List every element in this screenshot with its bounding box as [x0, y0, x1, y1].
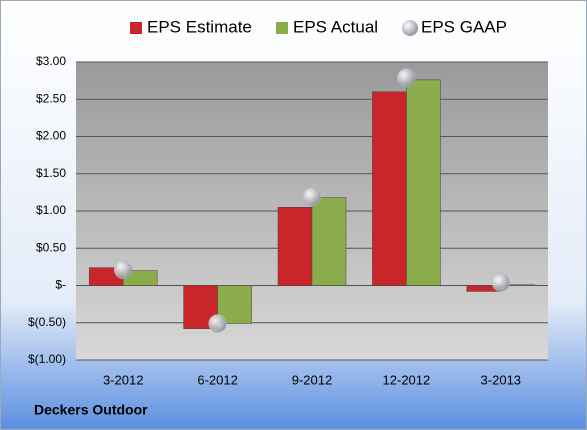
y-tick-label: $1.00	[36, 203, 66, 217]
bar	[406, 79, 441, 286]
x-tick-label: 3-2012	[103, 372, 143, 387]
legend-label: EPS Estimate	[147, 17, 252, 36]
y-tick-label: $-	[55, 278, 66, 292]
gaap-marker	[113, 260, 133, 280]
bar	[311, 197, 347, 286]
legend-swatch	[402, 20, 418, 36]
gaap-marker	[491, 273, 511, 292]
legend-swatch	[276, 22, 288, 34]
gaap-marker	[397, 68, 416, 87]
y-tick-label: $0.50	[36, 240, 66, 254]
y-tick-label: $2.00	[36, 129, 66, 143]
legend-label: EPS GAAP	[421, 17, 507, 36]
y-tick-label: $(1.00)	[28, 352, 66, 366]
legend-swatch	[130, 22, 142, 34]
legend-label: EPS Actual	[293, 17, 378, 36]
bar	[372, 91, 407, 286]
x-tick-label: 3-2013	[481, 372, 521, 387]
bar	[277, 207, 313, 286]
y-tick-label: $3.00	[36, 54, 66, 68]
gaap-marker	[302, 187, 322, 207]
y-tick-label: $(0.50)	[28, 315, 66, 329]
gaap-marker	[208, 314, 227, 333]
x-tick-label: 6-2012	[197, 372, 237, 387]
x-tick-label: 9-2012	[292, 372, 332, 387]
footer: Deckers Outdoor	[34, 402, 148, 418]
y-tick-label: $1.50	[36, 166, 66, 180]
x-tick-label: 12-2012	[383, 372, 431, 387]
y-tick-label: $2.50	[36, 91, 66, 105]
